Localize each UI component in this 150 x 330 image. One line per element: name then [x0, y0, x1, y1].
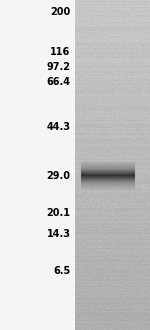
Text: 29.0: 29.0 [46, 171, 70, 181]
Text: 97.2: 97.2 [46, 62, 70, 72]
Text: 200: 200 [50, 7, 70, 17]
Text: 44.3: 44.3 [46, 122, 70, 132]
Text: 14.3: 14.3 [46, 229, 70, 239]
Text: 6.5: 6.5 [53, 266, 70, 276]
Text: 116: 116 [50, 47, 70, 57]
Text: 66.4: 66.4 [46, 77, 70, 87]
Text: 20.1: 20.1 [46, 208, 70, 218]
Bar [0, 0, 75, 330]
